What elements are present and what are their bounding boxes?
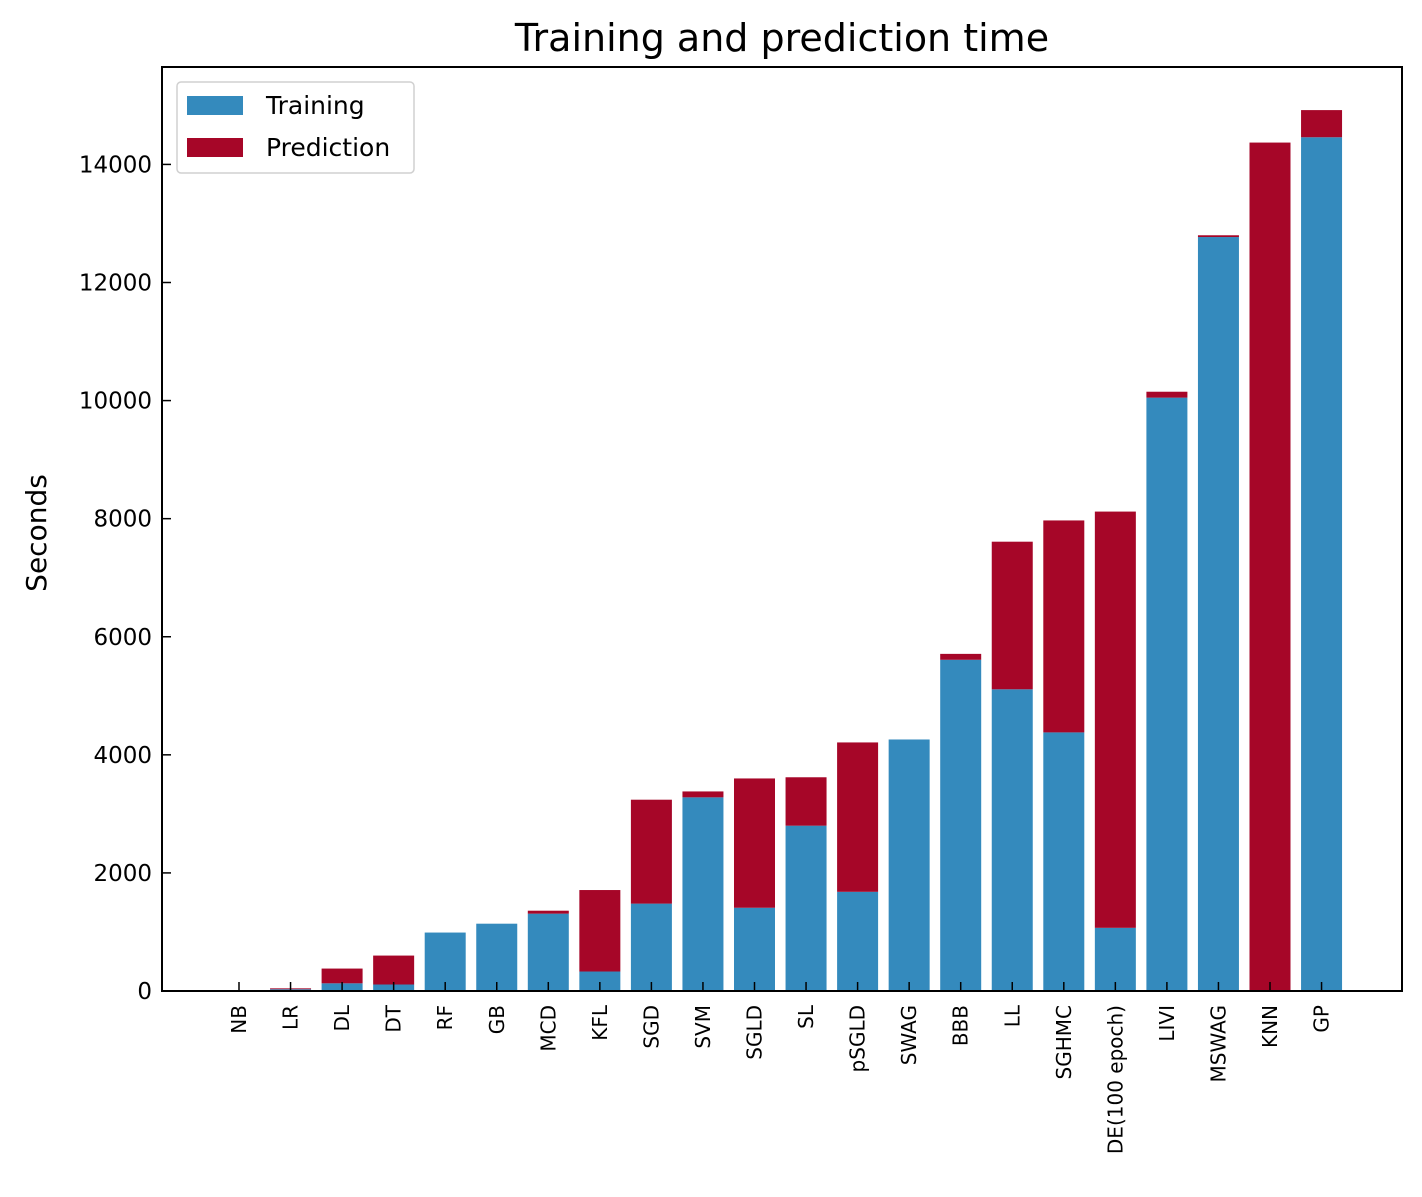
bar-training-psgld bbox=[837, 892, 878, 991]
x-tick-label: SL bbox=[794, 1004, 818, 1029]
y-tick-label: 4000 bbox=[93, 743, 152, 769]
y-tick-label: 0 bbox=[137, 979, 152, 1005]
bar-prediction-mswag bbox=[1198, 235, 1239, 237]
legend-label-training: Training bbox=[265, 91, 365, 120]
bar-prediction-gp bbox=[1301, 110, 1342, 137]
bar-training-sgd bbox=[631, 904, 672, 991]
y-axis: 0 2000 4000 6000 8000 10000 12000 14000 bbox=[79, 152, 171, 1005]
y-tick-label: 12000 bbox=[79, 271, 152, 297]
bars-group bbox=[219, 110, 1343, 991]
bar-prediction-de-100-epoch- bbox=[1095, 512, 1136, 928]
y-tick-label: 8000 bbox=[93, 507, 152, 533]
bar-prediction-dl bbox=[322, 969, 363, 984]
x-tick-label: MSWAG bbox=[1206, 1005, 1230, 1082]
y-tick-label: 6000 bbox=[93, 625, 152, 651]
x-tick-label: RF bbox=[433, 1005, 457, 1030]
bar-training-mcd bbox=[528, 914, 569, 991]
x-tick-label: SGD bbox=[639, 1005, 663, 1049]
bar-training-sghmc bbox=[1043, 732, 1084, 991]
bar-prediction-bbb bbox=[940, 654, 981, 660]
bar-training-sgld bbox=[734, 908, 775, 991]
x-tick-label: GP bbox=[1310, 1005, 1334, 1033]
bar-prediction-sgld bbox=[734, 778, 775, 907]
bar-training-mswag bbox=[1198, 237, 1239, 991]
x-tick-label: SGLD bbox=[743, 1005, 767, 1060]
y-axis-label: Seconds bbox=[20, 474, 53, 592]
x-tick-label: SVM bbox=[691, 1005, 715, 1049]
bar-training-ll bbox=[992, 689, 1033, 991]
bar-prediction-ll bbox=[992, 542, 1033, 690]
x-tick-label: SWAG bbox=[897, 1005, 921, 1065]
bar-training-bbb bbox=[940, 660, 981, 991]
bar-training-gb bbox=[476, 924, 517, 991]
x-tick-label: KFL bbox=[588, 1004, 612, 1041]
bar-prediction-knn bbox=[1250, 143, 1291, 991]
chart-title: Training and prediction time bbox=[514, 16, 1049, 60]
bar-training-gp bbox=[1301, 137, 1342, 991]
bar-prediction-sgd bbox=[631, 800, 672, 904]
bar-prediction-svm bbox=[682, 791, 723, 797]
bar-prediction-sl bbox=[786, 777, 827, 825]
x-tick-label: DT bbox=[382, 1004, 406, 1032]
x-tick-label: SGHMC bbox=[1052, 1005, 1076, 1079]
legend-swatch-training bbox=[187, 96, 243, 115]
x-tick-label: KNN bbox=[1258, 1005, 1282, 1048]
bar-training-svm bbox=[682, 797, 723, 991]
x-tick-label: GB bbox=[485, 1005, 509, 1034]
bar-prediction-psgld bbox=[837, 742, 878, 891]
y-tick-label: 14000 bbox=[79, 152, 152, 178]
bar-training-swag bbox=[889, 739, 930, 991]
x-tick-label: BBB bbox=[949, 1005, 973, 1046]
legend: Training Prediction bbox=[177, 82, 414, 173]
x-tick-label: LIVI bbox=[1155, 1005, 1179, 1042]
y-tick-label: 10000 bbox=[79, 389, 152, 415]
bar-training-livi bbox=[1146, 398, 1187, 991]
x-tick-label: DL bbox=[330, 1004, 354, 1031]
legend-swatch-prediction bbox=[187, 138, 243, 157]
bar-training-sl bbox=[786, 826, 827, 991]
bar-prediction-dt bbox=[373, 956, 414, 985]
bar-prediction-livi bbox=[1146, 392, 1187, 398]
legend-label-prediction: Prediction bbox=[266, 133, 390, 162]
y-tick-label: 2000 bbox=[93, 861, 152, 887]
bar-prediction-sghmc bbox=[1043, 520, 1084, 732]
x-tick-label: LL bbox=[1000, 1004, 1024, 1027]
bar-training-de-100-epoch- bbox=[1095, 928, 1136, 991]
bar-prediction-kfl bbox=[579, 890, 620, 971]
x-tick-label: NB bbox=[227, 1005, 251, 1034]
x-tick-label: MCD bbox=[536, 1005, 560, 1052]
x-tick-label: pSGLD bbox=[846, 1005, 870, 1072]
x-tick-label: LR bbox=[279, 1005, 303, 1030]
x-axis: NB LR DL DT RF GB MCD KFL SGD SVM SGLD SL pSGLD SWAG B… bbox=[227, 982, 1334, 1154]
bar-prediction-mcd bbox=[528, 911, 569, 914]
x-tick-label: DE(100 epoch) bbox=[1103, 1005, 1127, 1154]
